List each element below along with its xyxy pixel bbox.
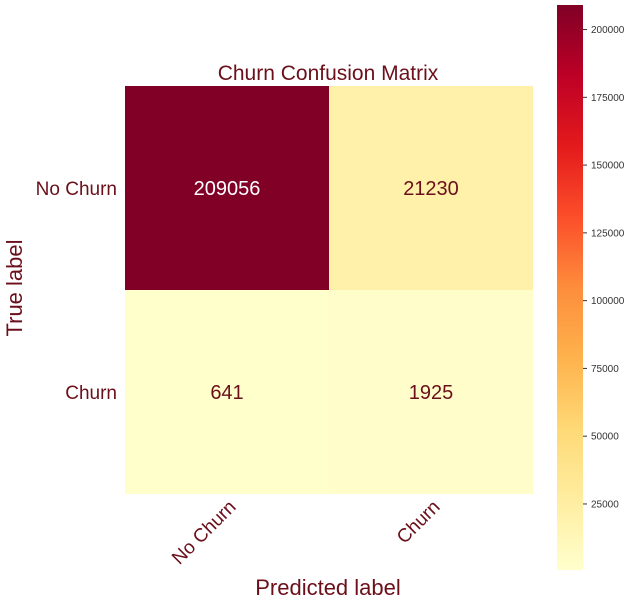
- x-tick-label: Churn: [393, 497, 444, 548]
- chart-title: Churn Confusion Matrix: [218, 62, 439, 85]
- y-tick-label: No Churn: [36, 179, 117, 200]
- cell-value-label: 641: [210, 382, 243, 404]
- cell-value-label: 1925: [409, 382, 454, 404]
- heatmap-cells: [125, 86, 533, 494]
- colorbar-tick-label: 100000: [591, 296, 625, 307]
- heatmap-cell: [329, 290, 533, 494]
- heatmap-cell: [125, 86, 329, 290]
- y-tick-label: Churn: [65, 383, 117, 404]
- colorbar-tick-label: 200000: [591, 25, 625, 36]
- x-tick-labels: No Churn Churn: [168, 497, 444, 569]
- y-axis-label: True label: [2, 239, 27, 336]
- colorbar-tick-label: 50000: [591, 432, 619, 443]
- colorbar-tick-label: 125000: [591, 228, 625, 239]
- cell-value-label: 21230: [403, 178, 459, 200]
- x-axis-label: Predicted label: [255, 575, 401, 600]
- colorbar-tick-labels: 25000 50000 75000 100000 125000 150000 175000 2…: [583, 25, 625, 510]
- heatmap-cell: [329, 86, 533, 290]
- y-tick-labels: No Churn Churn: [36, 179, 117, 404]
- colorbar-tick-label: 150000: [591, 161, 625, 172]
- colorbar: [557, 5, 583, 570]
- heatmap-cell: [125, 290, 329, 494]
- cell-value-labels: 209056 21230 641 1925: [194, 178, 459, 404]
- colorbar-tick-label: 75000: [591, 364, 619, 375]
- cell-value-label: 209056: [194, 178, 261, 200]
- colorbar-tick-label: 25000: [591, 499, 619, 510]
- colorbar-tick-label: 175000: [591, 93, 625, 104]
- x-tick-label: No Churn: [168, 497, 240, 569]
